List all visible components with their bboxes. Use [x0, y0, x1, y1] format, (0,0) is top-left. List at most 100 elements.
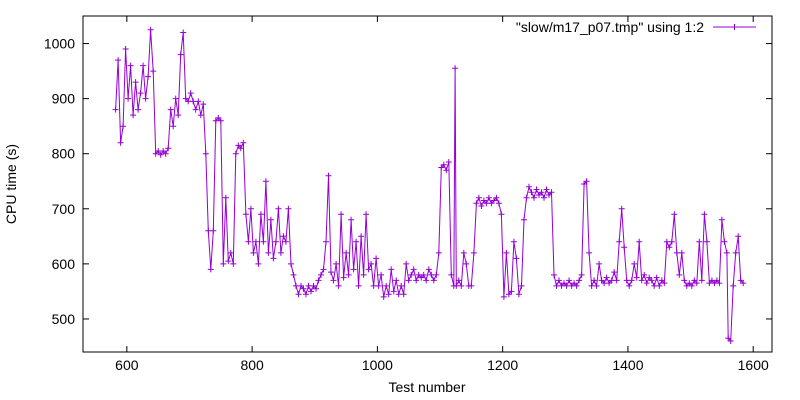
data-point [526, 183, 532, 190]
data-point [515, 291, 522, 298]
data-point [388, 266, 395, 273]
data-point [135, 106, 142, 113]
data-point [651, 282, 658, 289]
data-point [127, 62, 134, 69]
data-point [180, 29, 187, 36]
x-tick-label: 1600 [738, 357, 769, 373]
data-point [237, 145, 244, 152]
data-point [338, 211, 345, 218]
data-point [425, 266, 432, 273]
data-point [247, 205, 254, 212]
data-point [125, 95, 132, 102]
data-point [543, 186, 550, 193]
data-point [606, 280, 613, 287]
data-point [400, 291, 407, 298]
data-point [170, 123, 177, 130]
data-point [265, 249, 272, 256]
data-point [175, 112, 182, 119]
data-point [217, 117, 224, 124]
data-point [413, 277, 420, 284]
data-point [328, 269, 334, 276]
data-point [573, 282, 580, 289]
data-point [252, 238, 259, 245]
y-tick-label: 600 [52, 256, 76, 272]
data-point [508, 288, 515, 295]
y-tick-label: 900 [52, 91, 76, 107]
series-layer [112, 26, 747, 344]
x-tick-label: 1000 [362, 357, 393, 373]
data-point [616, 238, 623, 245]
data-point [678, 249, 685, 256]
data-point [277, 249, 284, 256]
data-point [267, 216, 274, 223]
data-point [735, 233, 742, 240]
data-point [495, 200, 502, 207]
data-point [701, 211, 708, 218]
data-point [576, 277, 583, 284]
data-point [653, 274, 660, 281]
data-point [591, 277, 598, 284]
data-point [661, 280, 668, 287]
data-point [531, 194, 537, 201]
data-point [260, 238, 267, 245]
data-point [455, 277, 462, 284]
data-point [315, 277, 322, 284]
data-point [430, 277, 437, 284]
data-point [521, 216, 527, 223]
data-point [385, 291, 392, 298]
data-point [628, 277, 635, 284]
data-point [730, 282, 737, 289]
data-point [192, 106, 199, 113]
y-tick-label: 800 [52, 146, 76, 162]
data-point [398, 282, 405, 289]
data-point [210, 227, 217, 234]
data-point [641, 271, 648, 278]
data-point [513, 255, 520, 262]
y-axis-label: CPU time (s) [3, 144, 19, 224]
data-point [350, 266, 357, 273]
data-point [636, 238, 643, 245]
data-point [197, 112, 204, 119]
data-point [130, 112, 137, 119]
data-point [122, 46, 129, 52]
data-point [435, 249, 442, 256]
data-point [353, 238, 360, 245]
data-point [172, 95, 179, 102]
data-point [323, 238, 329, 245]
data-point [195, 98, 202, 105]
data-point [225, 258, 232, 265]
x-axis-label: Test number [388, 379, 465, 395]
data-point [448, 271, 455, 278]
data-point [285, 205, 292, 212]
data-point [433, 271, 440, 278]
data-point [358, 233, 365, 240]
data-point [393, 277, 400, 284]
data-point [603, 274, 610, 281]
data-point [498, 211, 505, 218]
data-point [187, 90, 194, 97]
data-point [656, 282, 663, 289]
data-point [207, 266, 214, 273]
data-point [721, 238, 728, 245]
data-point [232, 150, 239, 157]
data-point [390, 288, 397, 295]
data-point [162, 150, 169, 157]
data-point [275, 205, 282, 212]
data-point [556, 277, 562, 284]
data-point [681, 277, 688, 284]
data-point [518, 282, 525, 289]
data-point [288, 260, 294, 267]
data-point [240, 139, 247, 146]
data-point [440, 161, 447, 168]
data-point [668, 238, 675, 245]
data-point [468, 282, 475, 289]
data-point [688, 282, 695, 289]
data-point [335, 282, 342, 289]
legend: "slow/m17_p07.tmp" using 1:2 [516, 19, 756, 35]
axis-ticks: 600 800 1000 1200 1400 1600 500 600 700 800 900 100… [44, 16, 772, 373]
x-tick-label: 600 [115, 357, 139, 373]
data-point [551, 271, 557, 278]
data-point [538, 189, 545, 196]
data-point [596, 260, 603, 267]
